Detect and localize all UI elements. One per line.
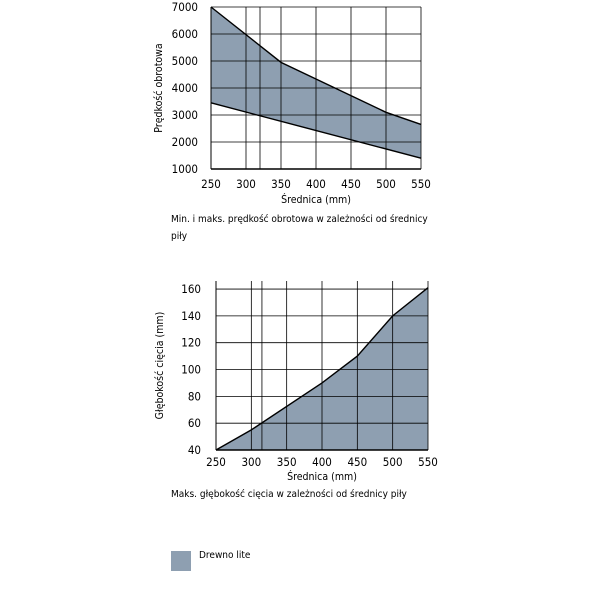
series-line-max — [215, 287, 429, 451]
y-tick-label: 120 — [181, 336, 201, 350]
y-tick-label: 4000 — [172, 81, 198, 95]
chart-1: 250 300 350 400 450 500 550 1000 2000 3000 4000 500… — [153, 0, 431, 206]
x-tick-label: 250 — [201, 177, 221, 191]
x-tick-label: 300 — [236, 177, 256, 191]
x-tick-label: 300 — [241, 455, 261, 469]
x-tick-label: 350 — [277, 455, 297, 469]
y-tick-label: 1000 — [172, 162, 198, 176]
x-tick-label: 250 — [206, 455, 226, 469]
y-axis-title: Głębokość cięcia (mm) — [154, 312, 166, 420]
y-tick-label: 7000 — [172, 0, 198, 14]
series-line-min — [210, 102, 422, 159]
area-fill — [216, 287, 428, 450]
chart-2: 250 300 350 400 450 500 550 40 60 80 100 120 140 160 Ś… — [154, 281, 438, 483]
chart2-caption: Maks. głębokość cięcia w zależności od ś… — [171, 489, 407, 500]
x-tick-label: 550 — [418, 455, 438, 469]
y-tick-label: 6000 — [172, 27, 198, 41]
y-tick-label: 40 — [188, 443, 201, 457]
x-axis-title: Średnica (mm) — [281, 193, 351, 206]
y-tick-label: 60 — [188, 416, 201, 430]
legend-swatch — [171, 551, 191, 571]
x-tick-label: 350 — [271, 177, 291, 191]
y-tick-label: 3000 — [172, 108, 198, 122]
y-axis-title: Prędkość obrotowa — [153, 43, 165, 132]
y-tick-label: 5000 — [172, 54, 198, 68]
x-tick-label: 400 — [312, 455, 332, 469]
x-tick-label: 550 — [411, 177, 431, 191]
x-tick-label: 400 — [306, 177, 326, 191]
y-tick-label: 100 — [181, 363, 201, 377]
y-tick-label: 80 — [188, 389, 201, 403]
x-tick-label: 500 — [383, 455, 403, 469]
series-line-max — [210, 6, 422, 126]
y-tick-label: 2000 — [172, 135, 198, 149]
x-tick-label: 450 — [347, 455, 367, 469]
x-tick-label: 450 — [341, 177, 361, 191]
x-tick-label: 500 — [376, 177, 396, 191]
chart1-caption: Min. i maks. prędkość obrotowa w zależno… — [171, 214, 428, 242]
y-tick-label: 140 — [181, 309, 201, 323]
legend: Drewno lite — [171, 550, 250, 571]
y-tick-label: 160 — [181, 282, 201, 296]
legend-label: Drewno lite — [199, 550, 251, 561]
x-axis-title: Średnica (mm) — [287, 470, 357, 483]
